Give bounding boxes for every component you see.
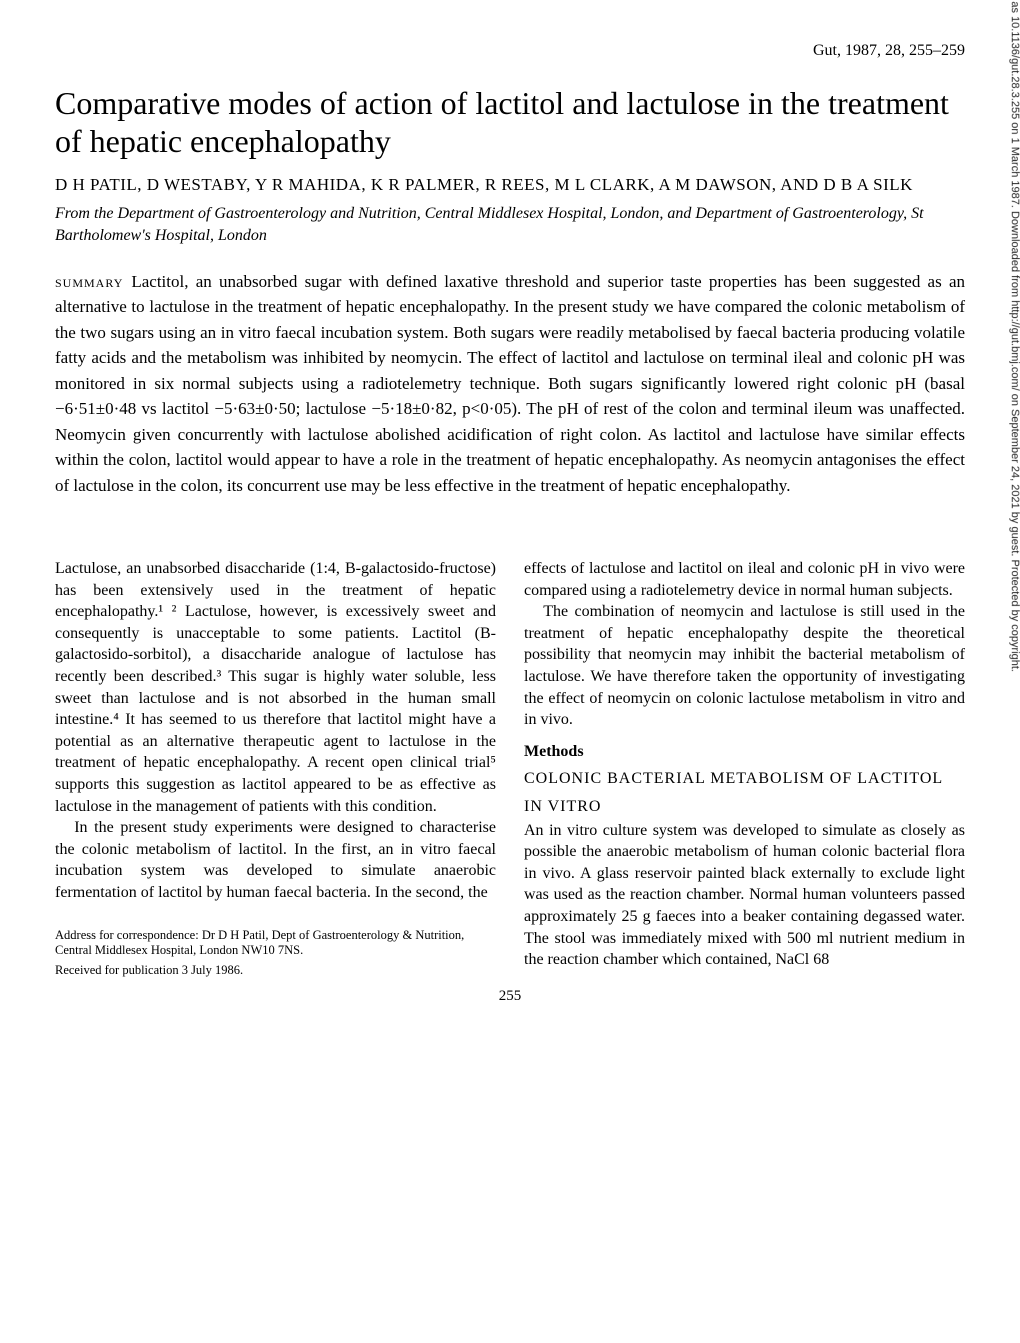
page-number: 255 [55, 986, 965, 1006]
abstract: summaryLactitol, an unabsorbed sugar wit… [55, 269, 965, 499]
methods-subheading-1: COLONIC BACTERIAL METABOLISM OF LACTITOL [524, 768, 965, 790]
received-footnote: Received for publication 3 July 1986. [55, 963, 496, 979]
right-column: effects of lactulose and lactitol on ile… [524, 558, 965, 978]
intro-p3: effects of lactulose and lactitol on ile… [524, 558, 965, 601]
methods-p1: An in vitro culture system was developed… [524, 820, 965, 971]
intro-p1: Lactulose, an unabsorbed disaccharide (1… [55, 558, 496, 817]
methods-subheading-2: IN VITRO [524, 796, 965, 818]
article-title: Comparative modes of action of lactitol … [55, 84, 965, 161]
affiliation: From the Department of Gastroenterology … [55, 203, 965, 246]
summary-text: Lactitol, an unabsorbed sugar with defin… [55, 272, 965, 495]
summary-label: summary [55, 272, 123, 291]
body-columns: Lactulose, an unabsorbed disaccharide (1… [55, 558, 965, 978]
intro-p4: The combination of neomycin and lactulos… [524, 601, 965, 731]
authors-list: D H PATIL, D WESTABY, Y R MAHIDA, K R PA… [55, 174, 965, 197]
methods-heading: Methods [524, 741, 965, 763]
intro-p2: In the present study experiments were de… [55, 817, 496, 903]
correspondence-footnote: Address for correspondence: Dr D H Patil… [55, 928, 496, 959]
download-info-sidebar: Gut: first published as 10.1136/gut.28.3… [1007, 0, 1020, 672]
left-column: Lactulose, an unabsorbed disaccharide (1… [55, 558, 496, 978]
journal-citation: Gut, 1987, 28, 255–259 [55, 40, 965, 62]
